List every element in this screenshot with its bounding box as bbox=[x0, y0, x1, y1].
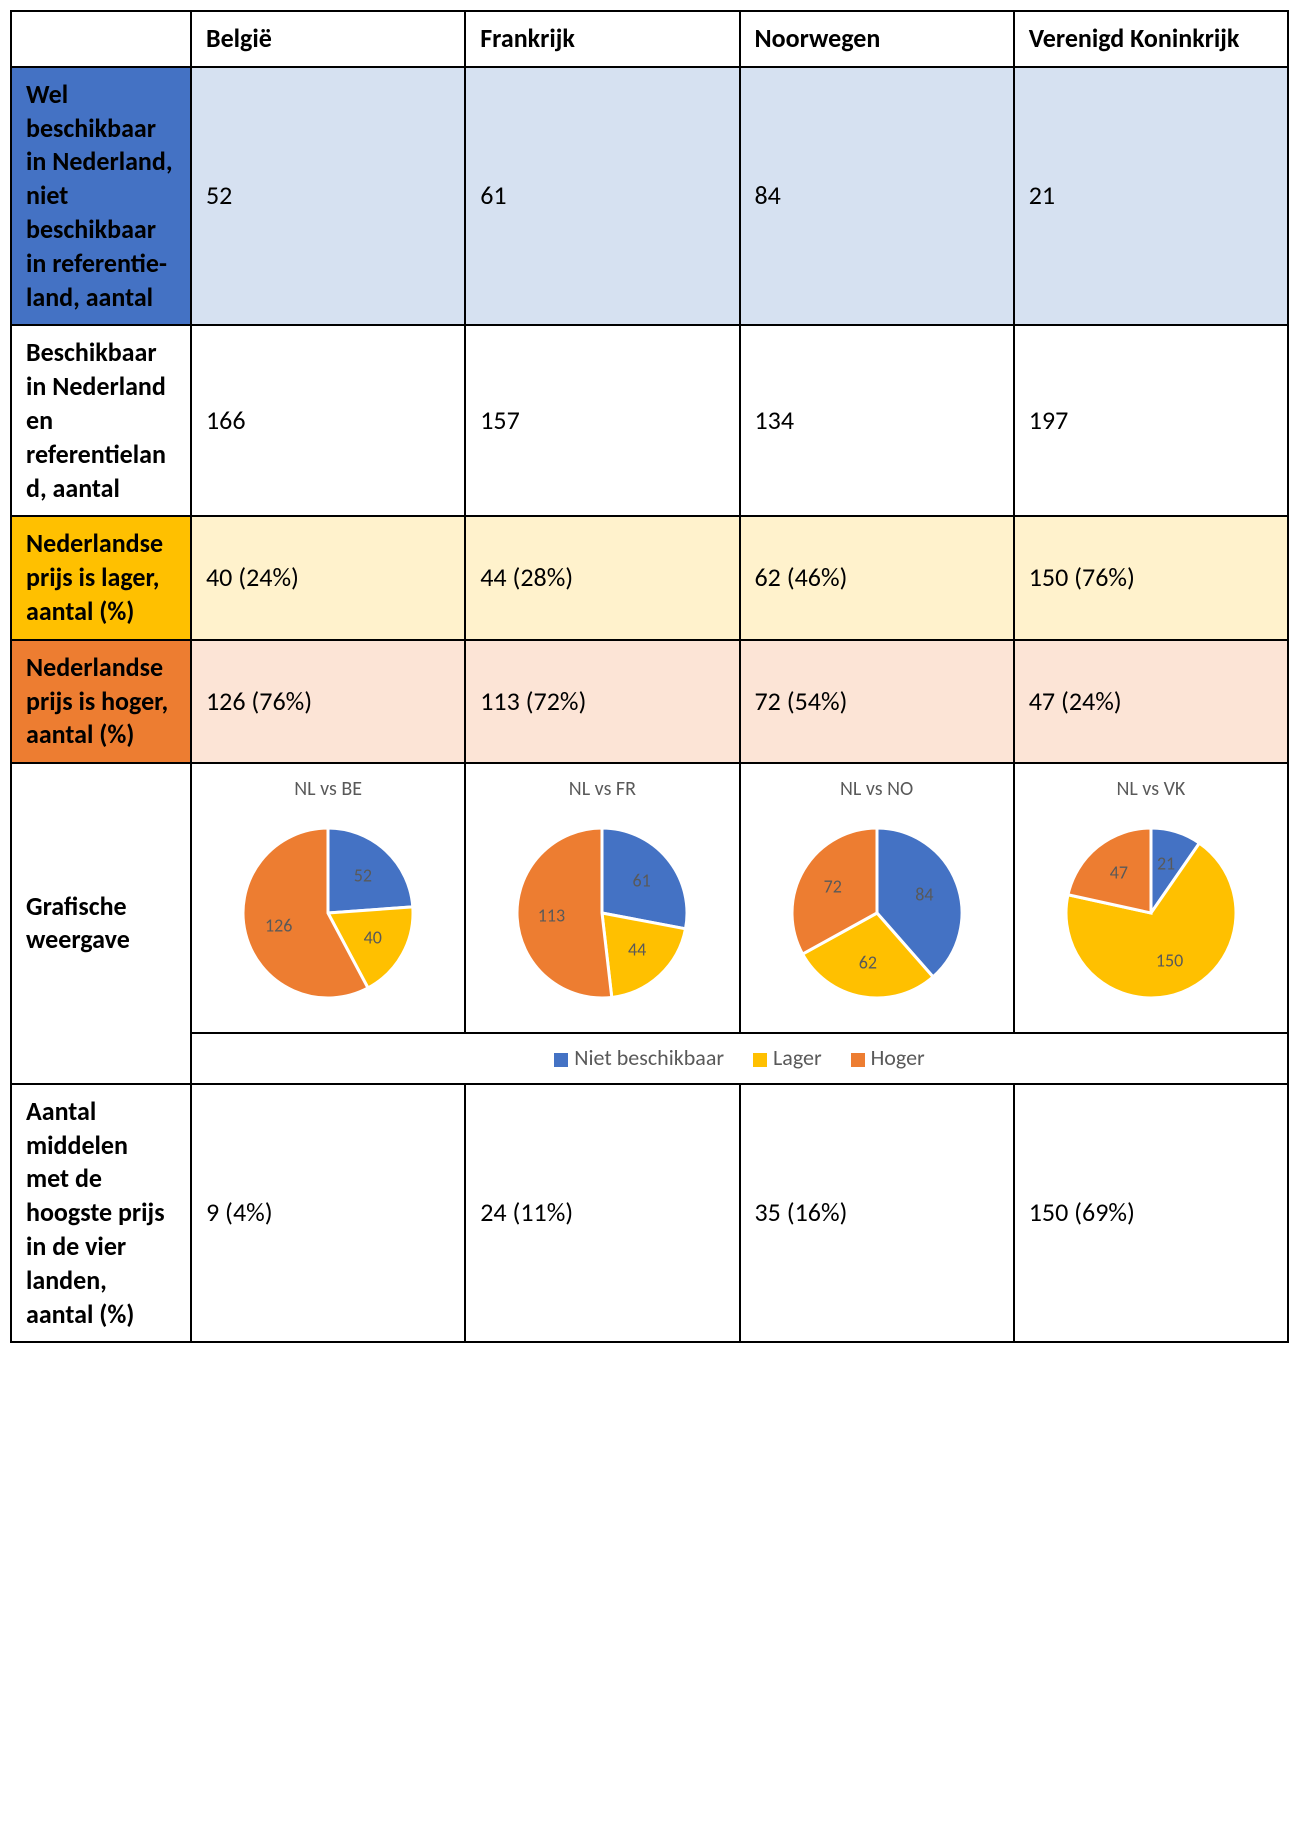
row6-cell-2: 35 (16%) bbox=[740, 1084, 1014, 1343]
row1-label: Wel beschikbaar in Nederland, niet besch… bbox=[11, 67, 191, 326]
row4-label: Nederlandse prijs is hoger, aantal (%) bbox=[11, 640, 191, 763]
pie-chart-2: 846272 bbox=[772, 808, 982, 1018]
row6-cell-3: 150 (69%) bbox=[1014, 1084, 1288, 1343]
row2-cell-3: 197 bbox=[1014, 325, 1288, 516]
row4-cell-2: 72 (54%) bbox=[740, 640, 1014, 763]
table-row: Nederlandse prijs is lager, aantal (%) 4… bbox=[11, 516, 1288, 639]
legend-label-niet: Niet beschikbaar bbox=[574, 1044, 724, 1071]
col-header-0: België bbox=[191, 11, 465, 67]
row3-cell-2: 62 (46%) bbox=[740, 516, 1014, 639]
chart-title-2: NL vs NO bbox=[745, 776, 1009, 802]
table-row: Aantal middelen met de hoogste prijs in … bbox=[11, 1084, 1288, 1343]
legend-label-lager: Lager bbox=[773, 1044, 822, 1071]
row3-cell-3: 150 (76%) bbox=[1014, 516, 1288, 639]
pie-chart-1: 6144113 bbox=[497, 808, 707, 1018]
row4-cell-1: 113 (72%) bbox=[465, 640, 739, 763]
row3-cell-1: 44 (28%) bbox=[465, 516, 739, 639]
row2-cell-2: 134 bbox=[740, 325, 1014, 516]
legend-swatch-lager bbox=[753, 1053, 767, 1067]
row4-cell-0: 126 (76%) bbox=[191, 640, 465, 763]
row5-label: Grafische weergave bbox=[11, 763, 191, 1084]
legend-item-hoger: Hoger bbox=[851, 1044, 925, 1073]
row3-cell-0: 40 (24%) bbox=[191, 516, 465, 639]
row6-cell-0: 9 (4%) bbox=[191, 1084, 465, 1343]
chart-cell-0: NL vs BE 5240126 bbox=[191, 763, 465, 1033]
chart-title-3: NL vs VK bbox=[1019, 776, 1283, 802]
pie-chart-0: 5240126 bbox=[223, 808, 433, 1018]
header-row: België Frankrijk Noorwegen Verenigd Koni… bbox=[11, 11, 1288, 67]
col-header-3: Verenigd Koninkrijk bbox=[1014, 11, 1288, 67]
chart-cell-1: NL vs FR 6144113 bbox=[465, 763, 739, 1033]
col-header-1: Frankrijk bbox=[465, 11, 739, 67]
corner-cell bbox=[11, 11, 191, 67]
row6-label: Aantal middelen met de hoogste prijs in … bbox=[11, 1084, 191, 1343]
row6-cell-1: 24 (11%) bbox=[465, 1084, 739, 1343]
row1-cell-3: 21 bbox=[1014, 67, 1288, 326]
legend-row: Niet beschikbaar Lager Hoger bbox=[11, 1033, 1288, 1084]
comparison-table: België Frankrijk Noorwegen Verenigd Koni… bbox=[10, 10, 1289, 1343]
row1-cell-0: 52 bbox=[191, 67, 465, 326]
pie-chart-3: 2115047 bbox=[1046, 808, 1256, 1018]
row3-label: Nederlandse prijs is lager, aantal (%) bbox=[11, 516, 191, 639]
chart-cell-2: NL vs NO 846272 bbox=[740, 763, 1014, 1033]
legend-swatch-hoger bbox=[851, 1053, 865, 1067]
chart-title-1: NL vs FR bbox=[470, 776, 734, 802]
table-row: Beschikbaar in Nederland en referentiela… bbox=[11, 325, 1288, 516]
legend-item-lager: Lager bbox=[753, 1044, 822, 1073]
legend-item-niet: Niet beschikbaar bbox=[554, 1044, 724, 1073]
chart-cell-3: NL vs VK 2115047 bbox=[1014, 763, 1288, 1033]
row1-cell-1: 61 bbox=[465, 67, 739, 326]
row1-cell-2: 84 bbox=[740, 67, 1014, 326]
row2-cell-0: 166 bbox=[191, 325, 465, 516]
table-row-charts: Grafische weergave NL vs BE 5240126 NL v… bbox=[11, 763, 1288, 1033]
legend-swatch-niet bbox=[554, 1053, 568, 1067]
chart-legend: Niet beschikbaar Lager Hoger bbox=[191, 1033, 1288, 1084]
col-header-2: Noorwegen bbox=[740, 11, 1014, 67]
row2-label: Beschikbaar in Nederland en referentiela… bbox=[11, 325, 191, 516]
table-row: Wel beschikbaar in Nederland, niet besch… bbox=[11, 67, 1288, 326]
row4-cell-3: 47 (24%) bbox=[1014, 640, 1288, 763]
legend-label-hoger: Hoger bbox=[871, 1044, 925, 1071]
table-row: Nederlandse prijs is hoger, aantal (%) 1… bbox=[11, 640, 1288, 763]
chart-title-0: NL vs BE bbox=[196, 776, 460, 802]
row2-cell-1: 157 bbox=[465, 325, 739, 516]
